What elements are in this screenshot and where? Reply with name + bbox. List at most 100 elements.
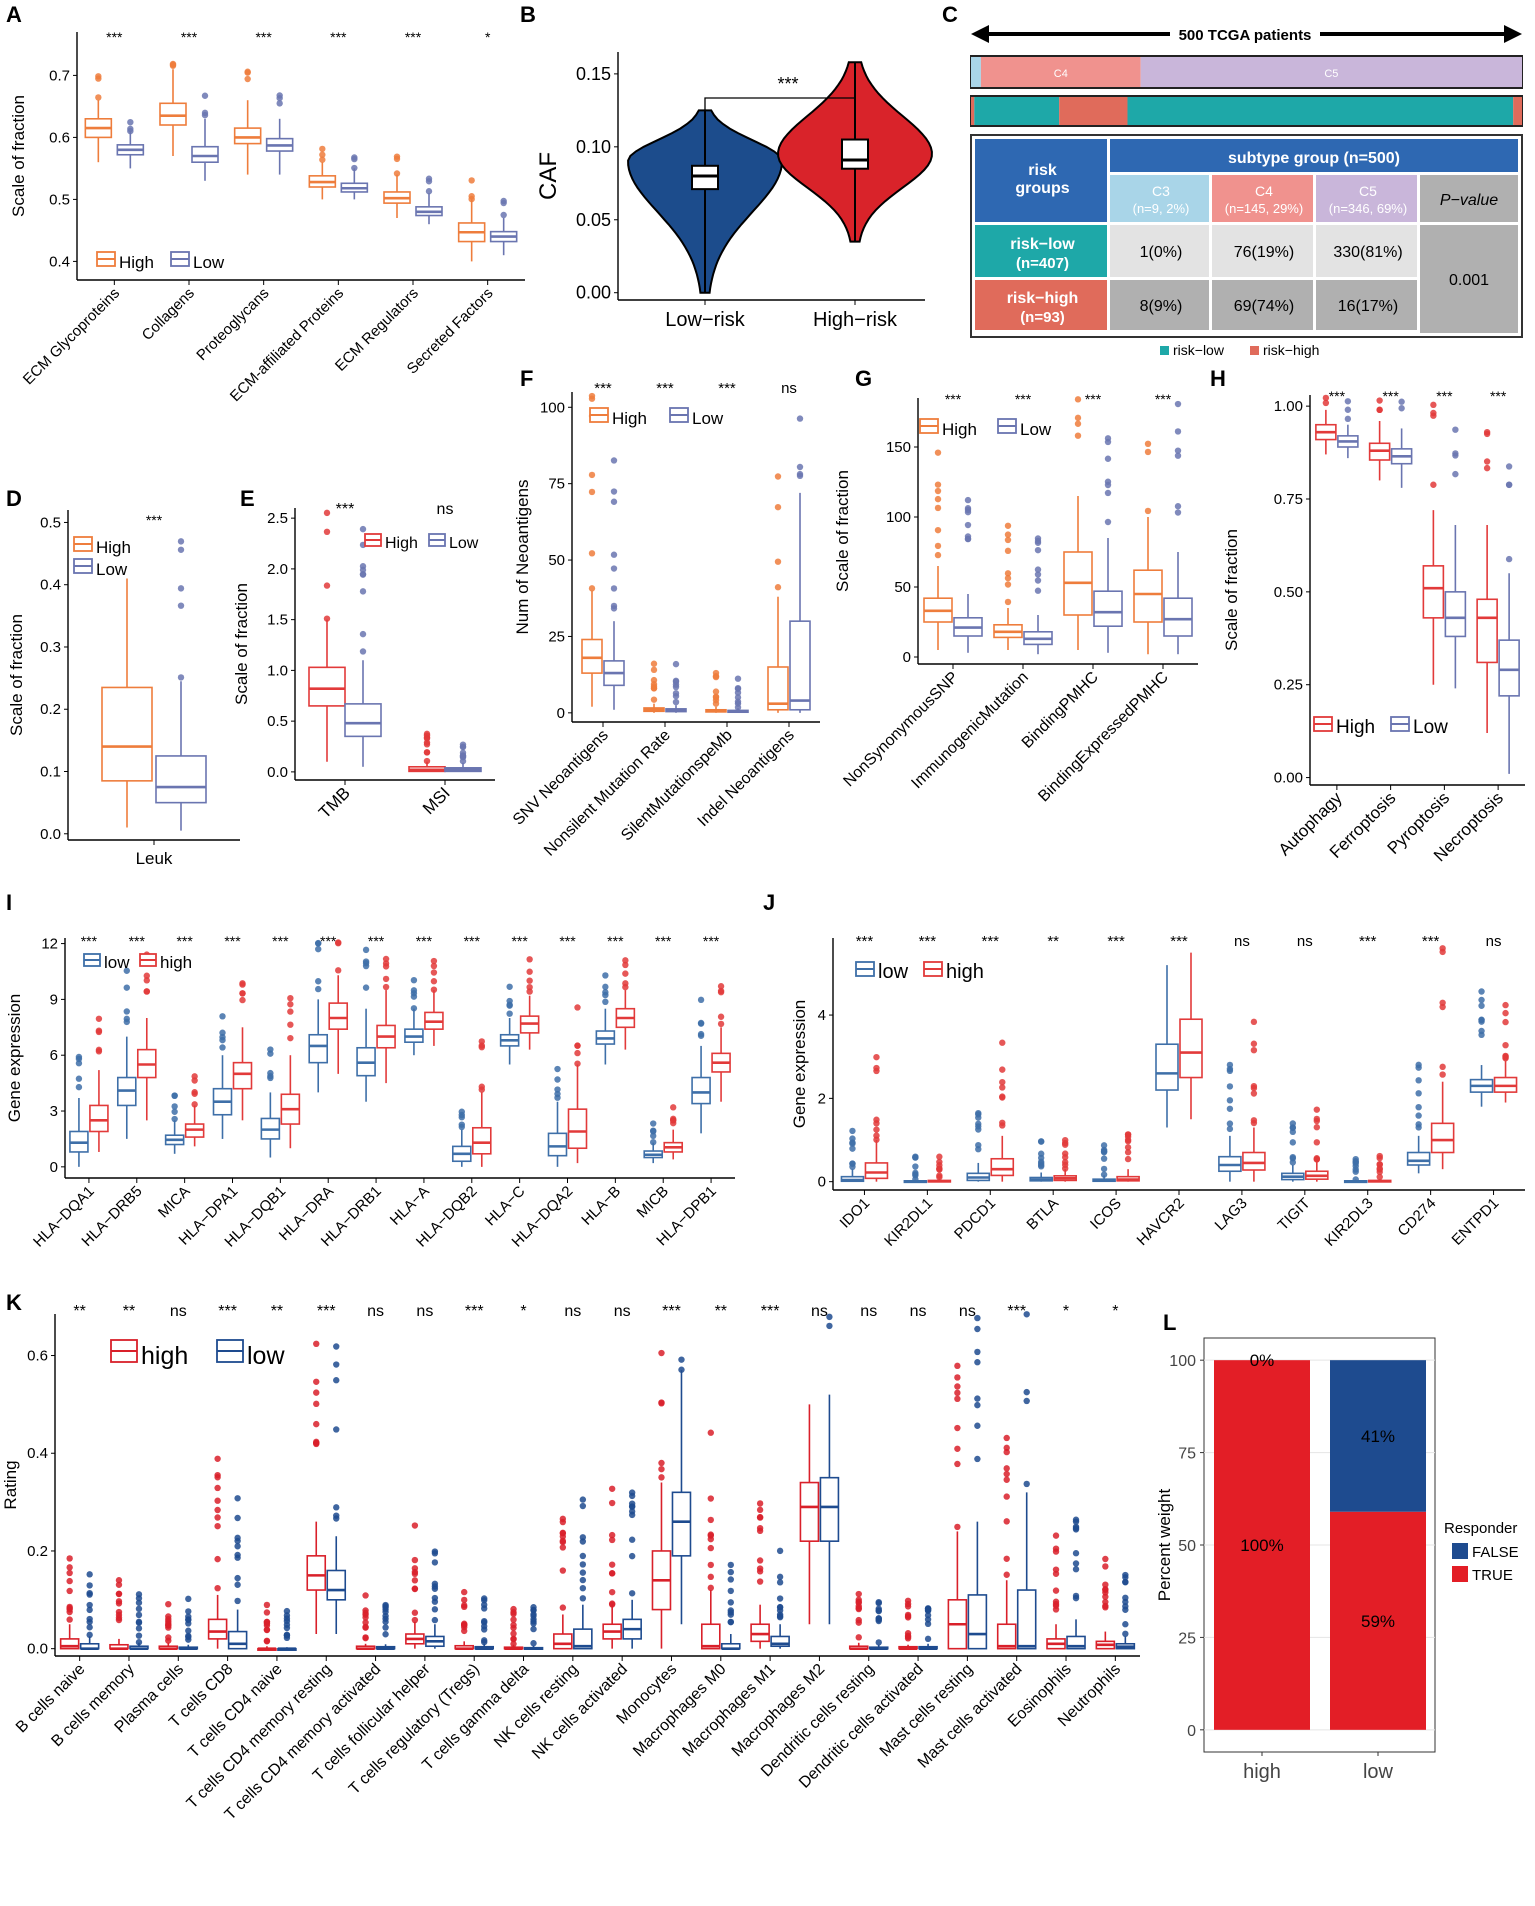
outlier-point	[756, 1506, 764, 1514]
outlier-point	[776, 1595, 784, 1602]
significance-label: ***	[1155, 391, 1172, 407]
outlier-point	[1226, 1083, 1234, 1090]
outlier-point	[263, 1626, 271, 1633]
box-low	[277, 1607, 297, 1651]
outlier-point	[579, 1569, 587, 1576]
outlier-point	[526, 977, 533, 984]
outlier-point	[707, 1544, 714, 1552]
outlier-point	[1502, 1053, 1509, 1060]
box-low	[265, 92, 294, 175]
box-body	[308, 666, 346, 707]
box-body	[691, 1076, 711, 1105]
table-cell	[1212, 225, 1313, 277]
outlier-point	[1313, 1139, 1321, 1146]
box-body	[101, 686, 153, 782]
chart-title: 500 TCGA patients	[1179, 27, 1312, 44]
outlier-point	[411, 1585, 419, 1592]
outlier-point	[1376, 1173, 1383, 1181]
outlier-point	[1124, 1136, 1132, 1144]
risk-segment	[1059, 97, 1128, 125]
y-tick-label: 25	[1178, 1630, 1196, 1647]
outlier-point	[650, 685, 658, 692]
outlier-point	[776, 1547, 784, 1555]
box-low	[1155, 965, 1179, 1128]
column-header-C3	[1110, 175, 1209, 222]
outlier-point	[530, 1640, 537, 1647]
outlier-point	[628, 1511, 636, 1519]
outlier-point	[875, 1617, 882, 1625]
x-tick-label: NK cells resting	[491, 1661, 582, 1752]
outlier-point	[506, 997, 513, 1005]
outlier-point	[185, 1616, 192, 1624]
outlier-point	[954, 1445, 961, 1452]
panel-letter-E: E	[240, 486, 255, 511]
outlier-point	[267, 1050, 274, 1057]
outlier-point	[1376, 1165, 1383, 1172]
outlier-point	[774, 558, 782, 565]
outlier-point	[559, 1537, 567, 1545]
box-body	[700, 1623, 721, 1650]
table-cell	[1212, 280, 1313, 330]
y-tick-label: 75	[1178, 1446, 1196, 1463]
box-body	[207, 1618, 228, 1640]
outlier-point	[776, 1603, 784, 1611]
outlier-point	[165, 1600, 172, 1608]
outlier-point	[1415, 1103, 1422, 1111]
box-low	[671, 1356, 692, 1625]
outlier-point	[66, 1555, 73, 1562]
legend-label: High	[1336, 717, 1375, 738]
outlier-point	[66, 1569, 73, 1577]
y-tick-label: 25	[548, 628, 565, 645]
outlier-point	[622, 961, 629, 969]
outlier-point	[135, 1619, 143, 1626]
x-tick-label: low	[1363, 1761, 1394, 1783]
outlier-point	[323, 615, 331, 622]
box-high	[184, 1073, 205, 1147]
outlier-point	[1124, 1149, 1132, 1156]
box-body	[967, 1594, 988, 1650]
legend-label: High	[612, 409, 647, 428]
outlier-point	[510, 1624, 517, 1632]
outlier-point	[115, 1577, 123, 1584]
outlier-point	[478, 1086, 485, 1093]
legend-label: high	[160, 953, 192, 972]
outlier-point	[1003, 1434, 1010, 1442]
outlier-point	[1023, 1480, 1030, 1488]
risk-segment	[974, 97, 1060, 125]
outlier-point	[411, 1577, 419, 1584]
outlier-point	[425, 178, 433, 185]
panel-letter-F: F	[520, 366, 533, 391]
significance-label: ns	[910, 1303, 927, 1320]
outlier-point	[1250, 1040, 1258, 1047]
box-body	[306, 1555, 327, 1591]
y-tick-label: 100	[1169, 1353, 1196, 1370]
legend: high low	[110, 1339, 285, 1370]
significance-label: ***	[416, 933, 433, 949]
box-low	[116, 118, 145, 169]
outlier-point	[1415, 1112, 1422, 1119]
significance-label: ***	[255, 29, 272, 45]
y-tick-label: 1.00	[1274, 398, 1303, 415]
legend-title: Responder	[1444, 1520, 1517, 1537]
legend-key-false	[1452, 1543, 1468, 1559]
outlier-point	[214, 1506, 221, 1514]
outlier-point	[875, 1599, 882, 1607]
table-cell	[1316, 225, 1417, 277]
outlier-point	[66, 1616, 73, 1623]
outlier-point	[974, 1314, 981, 1322]
box-low	[415, 175, 443, 225]
box-low	[212, 1013, 233, 1139]
x-tick-label: Nonsilent Mutation Rate	[541, 727, 674, 860]
outlier-point	[123, 1015, 130, 1023]
y-tick-label: 0.5	[49, 191, 70, 208]
outlier-point	[1102, 1581, 1109, 1588]
box-high	[503, 1605, 524, 1650]
outlier-point	[333, 1426, 340, 1433]
box-body	[1406, 1151, 1431, 1166]
outlier-point	[974, 1395, 981, 1402]
significance-label: ***	[655, 933, 672, 949]
x-tick-label: IDO1	[837, 1195, 874, 1232]
outlier-point	[191, 1090, 198, 1097]
outlier-point	[717, 983, 725, 990]
legend-label: Low	[692, 409, 724, 428]
